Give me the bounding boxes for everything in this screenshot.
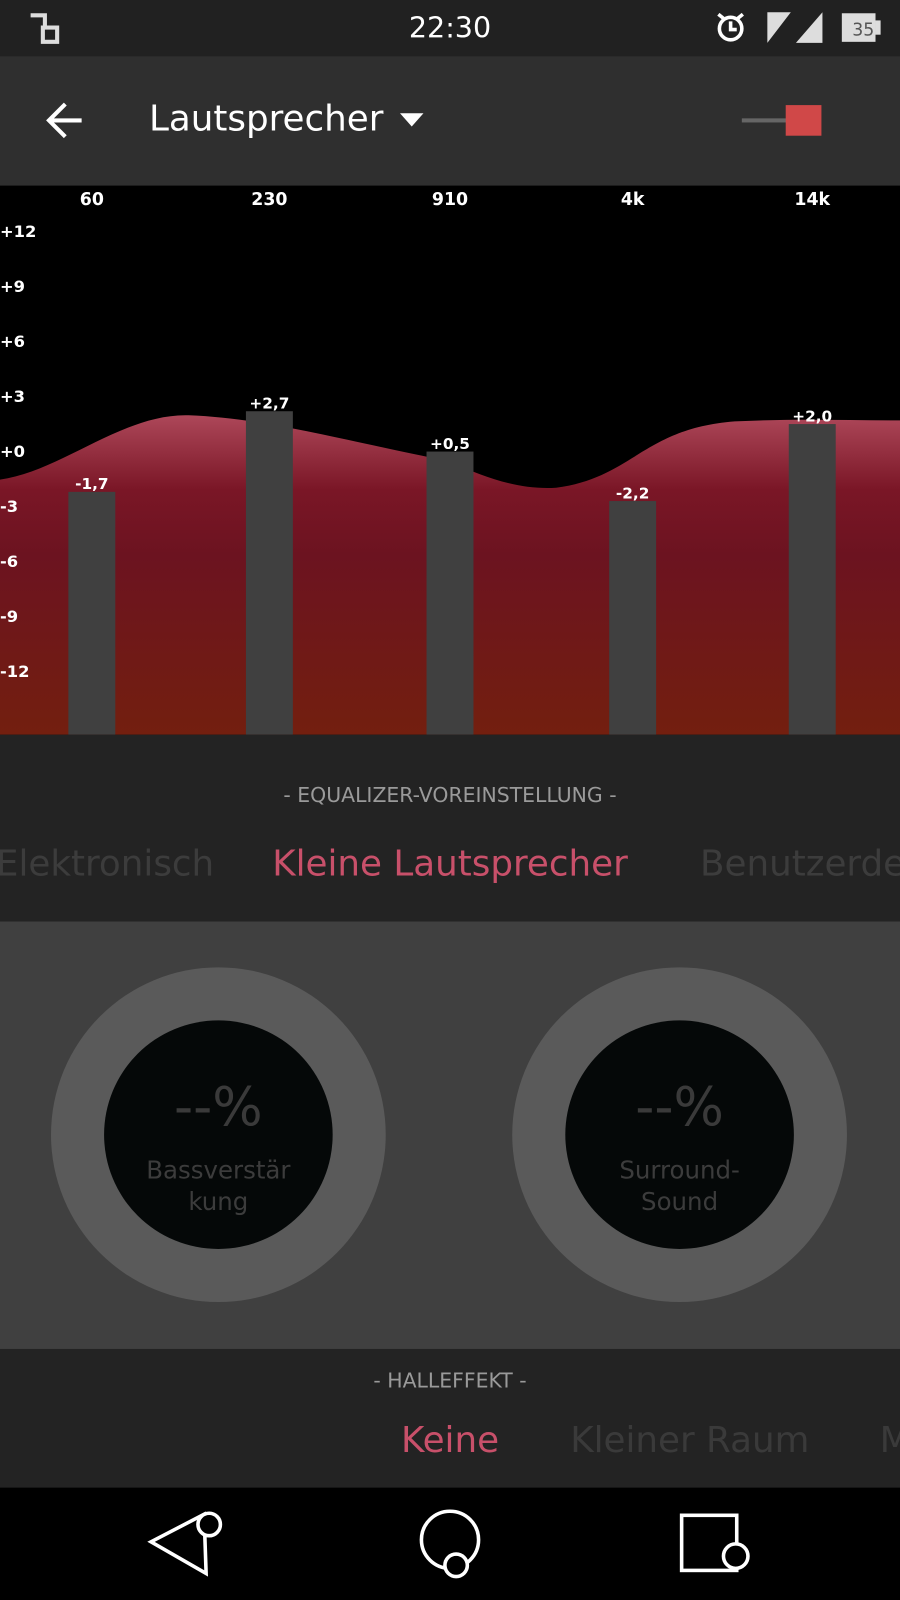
band-value: +2,0 <box>792 407 832 425</box>
scale-label: -9 <box>0 607 18 626</box>
knobs: --% Bassverstär kung --% Surround- Sound <box>51 967 847 1303</box>
reverb-option-selected[interactable]: Keine <box>401 1420 499 1461</box>
dropdown-arrow[interactable] <box>400 113 424 127</box>
reverb-panel <box>0 1348 900 1488</box>
battery-icon <box>841 13 876 42</box>
eq-slider[interactable] <box>68 491 116 735</box>
knob-label: Bassverstär <box>146 1155 291 1184</box>
preset-option[interactable]: Benutzerde <box>700 843 900 884</box>
scale-label: -3 <box>0 497 18 516</box>
reverb-option[interactable]: M <box>880 1420 900 1461</box>
band-value: -1,7 <box>75 475 108 493</box>
scale-label: +12 <box>0 222 36 241</box>
nav-home[interactable] <box>419 1509 481 1579</box>
preset-heading: - EQUALIZER-VOREINSTELLUNG - <box>283 783 616 807</box>
reverb-heading: - HALLEFFEKT - <box>373 1369 526 1393</box>
band-value: +2,7 <box>249 395 289 413</box>
band-frequency: 910 <box>432 190 468 210</box>
eq-slider[interactable] <box>788 424 836 735</box>
scale-label: -12 <box>0 662 29 681</box>
knob-label: Surround- <box>619 1155 740 1184</box>
band-frequency: 4k <box>621 190 645 210</box>
reverb-option[interactable]: Kleiner Raum <box>570 1420 809 1461</box>
band-frequency: 60 <box>80 190 104 210</box>
preset-option-selected[interactable]: Kleine Lautsprecher <box>272 843 628 884</box>
output-selector[interactable]: Lautsprecher <box>149 98 384 139</box>
clock: 22:30 <box>409 11 491 45</box>
band-value: +0,5 <box>430 435 470 453</box>
band-value: -2,2 <box>616 484 649 502</box>
back-button[interactable] <box>46 102 82 139</box>
battery-level: 35 <box>852 21 874 41</box>
knob[interactable] <box>104 1020 333 1249</box>
battery-tip <box>875 20 881 35</box>
scale-label: +9 <box>0 277 25 296</box>
eq-slider[interactable] <box>245 411 293 735</box>
nav-bar <box>0 1487 900 1600</box>
knob-value: --% <box>174 1076 263 1138</box>
equalizer-chart: +12 +9 +6 +3 +0 -3 -6 -9 -12 60 -1,7 230 +2,7 910 +0,5… <box>0 190 836 735</box>
signal-icon <box>795 12 823 43</box>
status-icon <box>30 13 60 44</box>
scale-label: +6 <box>0 332 25 351</box>
toggle-thumb[interactable] <box>785 105 822 136</box>
nav-recents[interactable] <box>679 1513 750 1573</box>
knob-label: Sound <box>641 1187 718 1216</box>
knob-label: kung <box>188 1187 248 1216</box>
eq-slider[interactable] <box>426 451 474 735</box>
eq-slider[interactable] <box>609 501 657 735</box>
preset-panel <box>0 734 900 922</box>
status-bar <box>0 0 900 57</box>
toggle-track[interactable] <box>741 118 793 123</box>
scale-label: -6 <box>0 552 18 571</box>
knob-value: --% <box>635 1076 724 1138</box>
preset-option[interactable]: Elektronisch <box>0 843 214 884</box>
scale-label: +0 <box>0 442 25 461</box>
band-frequency: 230 <box>251 190 287 210</box>
alarm-icon <box>717 12 744 42</box>
nav-back[interactable] <box>147 1511 223 1577</box>
scale-label: +3 <box>0 387 25 406</box>
band-frequency: 14k <box>794 190 830 210</box>
knob[interactable] <box>565 1020 794 1249</box>
